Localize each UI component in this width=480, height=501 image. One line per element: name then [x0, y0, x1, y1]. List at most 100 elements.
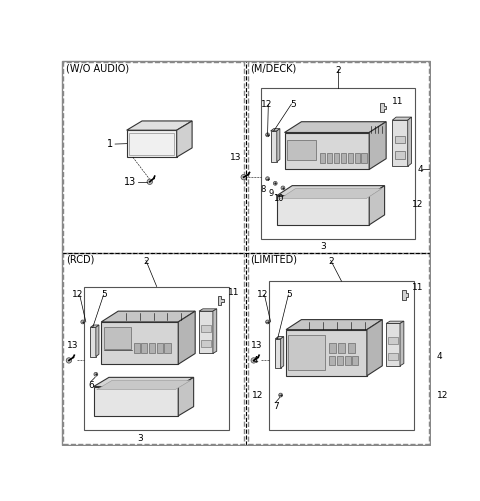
Text: (RCD): (RCD)	[66, 255, 94, 265]
Bar	[388, 353, 398, 360]
Text: 11: 11	[412, 283, 424, 292]
Polygon shape	[96, 380, 191, 390]
Bar	[337, 356, 343, 365]
Circle shape	[273, 181, 277, 185]
Text: 5: 5	[101, 291, 107, 300]
Bar	[269, 281, 414, 430]
Text: 5: 5	[290, 100, 296, 109]
Polygon shape	[277, 186, 384, 195]
Polygon shape	[275, 337, 284, 339]
Text: 12: 12	[257, 291, 268, 300]
Bar	[338, 344, 345, 353]
Text: 2: 2	[143, 257, 149, 266]
Bar	[288, 335, 325, 370]
Text: 7: 7	[273, 402, 279, 411]
Text: 12: 12	[437, 391, 448, 400]
Polygon shape	[101, 311, 195, 322]
Bar	[395, 151, 406, 159]
Text: 12: 12	[412, 199, 423, 208]
Bar	[63, 253, 244, 443]
Text: 12: 12	[72, 291, 84, 300]
Text: 8: 8	[260, 185, 265, 194]
Circle shape	[279, 393, 283, 397]
Polygon shape	[286, 320, 382, 330]
Circle shape	[265, 133, 269, 137]
Polygon shape	[101, 322, 178, 364]
Polygon shape	[369, 186, 384, 225]
Polygon shape	[402, 291, 408, 300]
Bar	[348, 344, 355, 353]
Bar	[348, 152, 353, 163]
Text: 2: 2	[328, 257, 334, 266]
Polygon shape	[400, 321, 404, 366]
Polygon shape	[90, 327, 96, 357]
Bar	[329, 356, 336, 365]
Circle shape	[66, 358, 72, 363]
Polygon shape	[367, 320, 382, 376]
Polygon shape	[275, 339, 281, 368]
Polygon shape	[127, 121, 192, 130]
Text: 4: 4	[437, 352, 443, 361]
Text: (LIMITED): (LIMITED)	[251, 255, 298, 265]
Bar	[341, 152, 346, 163]
Bar	[141, 344, 147, 353]
Polygon shape	[271, 131, 277, 162]
Bar	[287, 140, 316, 160]
Circle shape	[265, 320, 269, 324]
Text: 9: 9	[268, 189, 273, 198]
Text: 12: 12	[262, 100, 273, 109]
Bar	[248, 253, 429, 443]
Bar	[84, 287, 229, 430]
Text: 4: 4	[252, 356, 258, 365]
Polygon shape	[217, 296, 224, 305]
Polygon shape	[96, 325, 99, 357]
Text: 3: 3	[320, 242, 326, 251]
Text: 3: 3	[137, 433, 143, 442]
Text: 6: 6	[88, 381, 94, 390]
Polygon shape	[277, 195, 369, 225]
Polygon shape	[127, 130, 177, 157]
Polygon shape	[90, 325, 99, 327]
Bar	[133, 344, 140, 353]
Polygon shape	[380, 103, 386, 113]
Text: 1: 1	[108, 139, 114, 149]
Polygon shape	[369, 122, 386, 169]
Bar	[164, 344, 170, 353]
Bar	[352, 356, 359, 365]
Polygon shape	[94, 377, 193, 387]
Circle shape	[281, 186, 285, 190]
Polygon shape	[392, 117, 411, 120]
Circle shape	[265, 177, 269, 181]
Circle shape	[81, 320, 84, 324]
Text: 13: 13	[252, 341, 263, 350]
Text: (W/O AUDIO): (W/O AUDIO)	[66, 64, 129, 74]
Circle shape	[147, 179, 153, 184]
Polygon shape	[386, 324, 400, 366]
Polygon shape	[199, 311, 213, 354]
Polygon shape	[213, 309, 217, 354]
Text: (M/DECK): (M/DECK)	[251, 64, 297, 74]
Polygon shape	[408, 117, 411, 166]
Bar	[201, 340, 211, 347]
Polygon shape	[177, 121, 192, 157]
Bar	[320, 152, 325, 163]
Bar	[395, 136, 406, 143]
Circle shape	[94, 372, 98, 376]
Text: 11: 11	[392, 97, 403, 106]
Bar	[248, 62, 429, 253]
Bar	[156, 344, 163, 353]
Bar	[104, 327, 131, 349]
Text: 4: 4	[418, 165, 423, 174]
Text: 13: 13	[124, 177, 137, 187]
Text: 5: 5	[286, 291, 292, 300]
Text: 12: 12	[252, 391, 264, 400]
Bar	[63, 62, 244, 253]
Polygon shape	[285, 132, 369, 169]
Bar	[361, 152, 367, 163]
Polygon shape	[280, 189, 382, 199]
Polygon shape	[285, 122, 386, 132]
Polygon shape	[199, 309, 217, 311]
Bar	[334, 152, 339, 163]
Bar	[388, 337, 398, 344]
Polygon shape	[271, 129, 280, 131]
